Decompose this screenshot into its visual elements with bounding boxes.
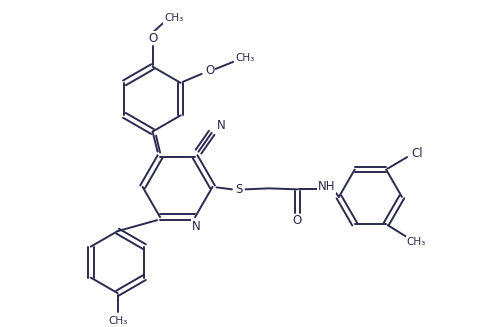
Text: CH₃: CH₃	[407, 237, 426, 247]
Text: O: O	[148, 32, 157, 45]
Text: NH: NH	[318, 181, 335, 193]
Text: S: S	[235, 183, 242, 196]
Text: O: O	[293, 214, 302, 227]
Text: CH₃: CH₃	[108, 316, 127, 326]
Text: O: O	[205, 64, 214, 77]
Text: Cl: Cl	[412, 147, 423, 160]
Text: N: N	[217, 119, 226, 132]
Text: N: N	[192, 220, 200, 233]
Text: CH₃: CH₃	[235, 53, 254, 63]
Text: CH₃: CH₃	[164, 13, 183, 23]
